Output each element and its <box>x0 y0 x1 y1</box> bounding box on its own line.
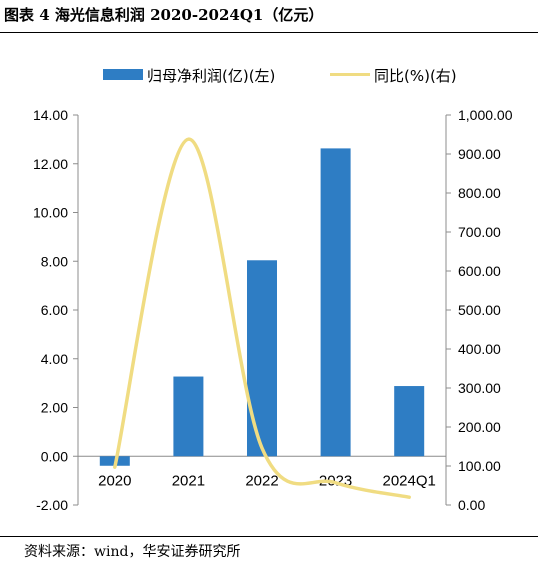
x-tick-label: 2022 <box>245 472 278 489</box>
y-right-tick-label: 100.00 <box>458 458 501 474</box>
y-left-tick-label: -2.00 <box>36 497 68 513</box>
y-left-tick-label: 8.00 <box>41 253 68 269</box>
y-left-tick-label: 0.00 <box>41 448 68 464</box>
bar-2021 <box>173 376 204 457</box>
x-tick-label: 2020 <box>98 472 131 489</box>
legend-swatch-bar <box>103 69 143 80</box>
y-right-tick-label: 700.00 <box>458 224 501 240</box>
legend-label-bar: 归母净利润(亿)(左) <box>147 67 275 85</box>
y-right-tick-label: 600.00 <box>458 263 501 279</box>
y-left-tick-label: 4.00 <box>41 351 68 367</box>
y-left-tick-label: 14.00 <box>33 107 68 123</box>
bar-2023 <box>320 148 351 457</box>
source-note: 资料来源：wind，华安证券研究所 <box>24 544 241 560</box>
title-rule <box>0 32 538 33</box>
y-right-tick-label: 300.00 <box>458 380 501 396</box>
y-right-tick-label: 800.00 <box>458 185 501 201</box>
y-right-tick-label: 500.00 <box>458 302 501 318</box>
bar-2024Q1 <box>394 386 425 457</box>
y-left-tick-label: 12.00 <box>33 156 68 172</box>
y-right-tick-label: 200.00 <box>458 419 501 435</box>
legend: 归母净利润(亿)(左) 同比(%)(右) <box>103 67 457 85</box>
y-right-tick-label: 900.00 <box>458 146 501 162</box>
chart-title: 图表 4 海光信息利润 2020-2024Q1（亿元） <box>4 6 324 24</box>
legend-label-line: 同比(%)(右) <box>374 67 457 85</box>
x-tick-label: 2024Q1 <box>383 472 436 489</box>
y-right-tick-label: 1,000.00 <box>458 107 513 123</box>
y-right-tick-label: 0.00 <box>458 497 485 513</box>
x-tick-label: 2021 <box>172 472 205 489</box>
y-left-tick-label: 2.00 <box>41 400 68 416</box>
bar-2022 <box>247 260 277 457</box>
y-left-tick-label: 6.00 <box>41 302 68 318</box>
y-right-tick-label: 400.00 <box>458 341 501 357</box>
y-left-tick-label: 10.00 <box>33 205 68 221</box>
footer-rule <box>0 536 538 537</box>
